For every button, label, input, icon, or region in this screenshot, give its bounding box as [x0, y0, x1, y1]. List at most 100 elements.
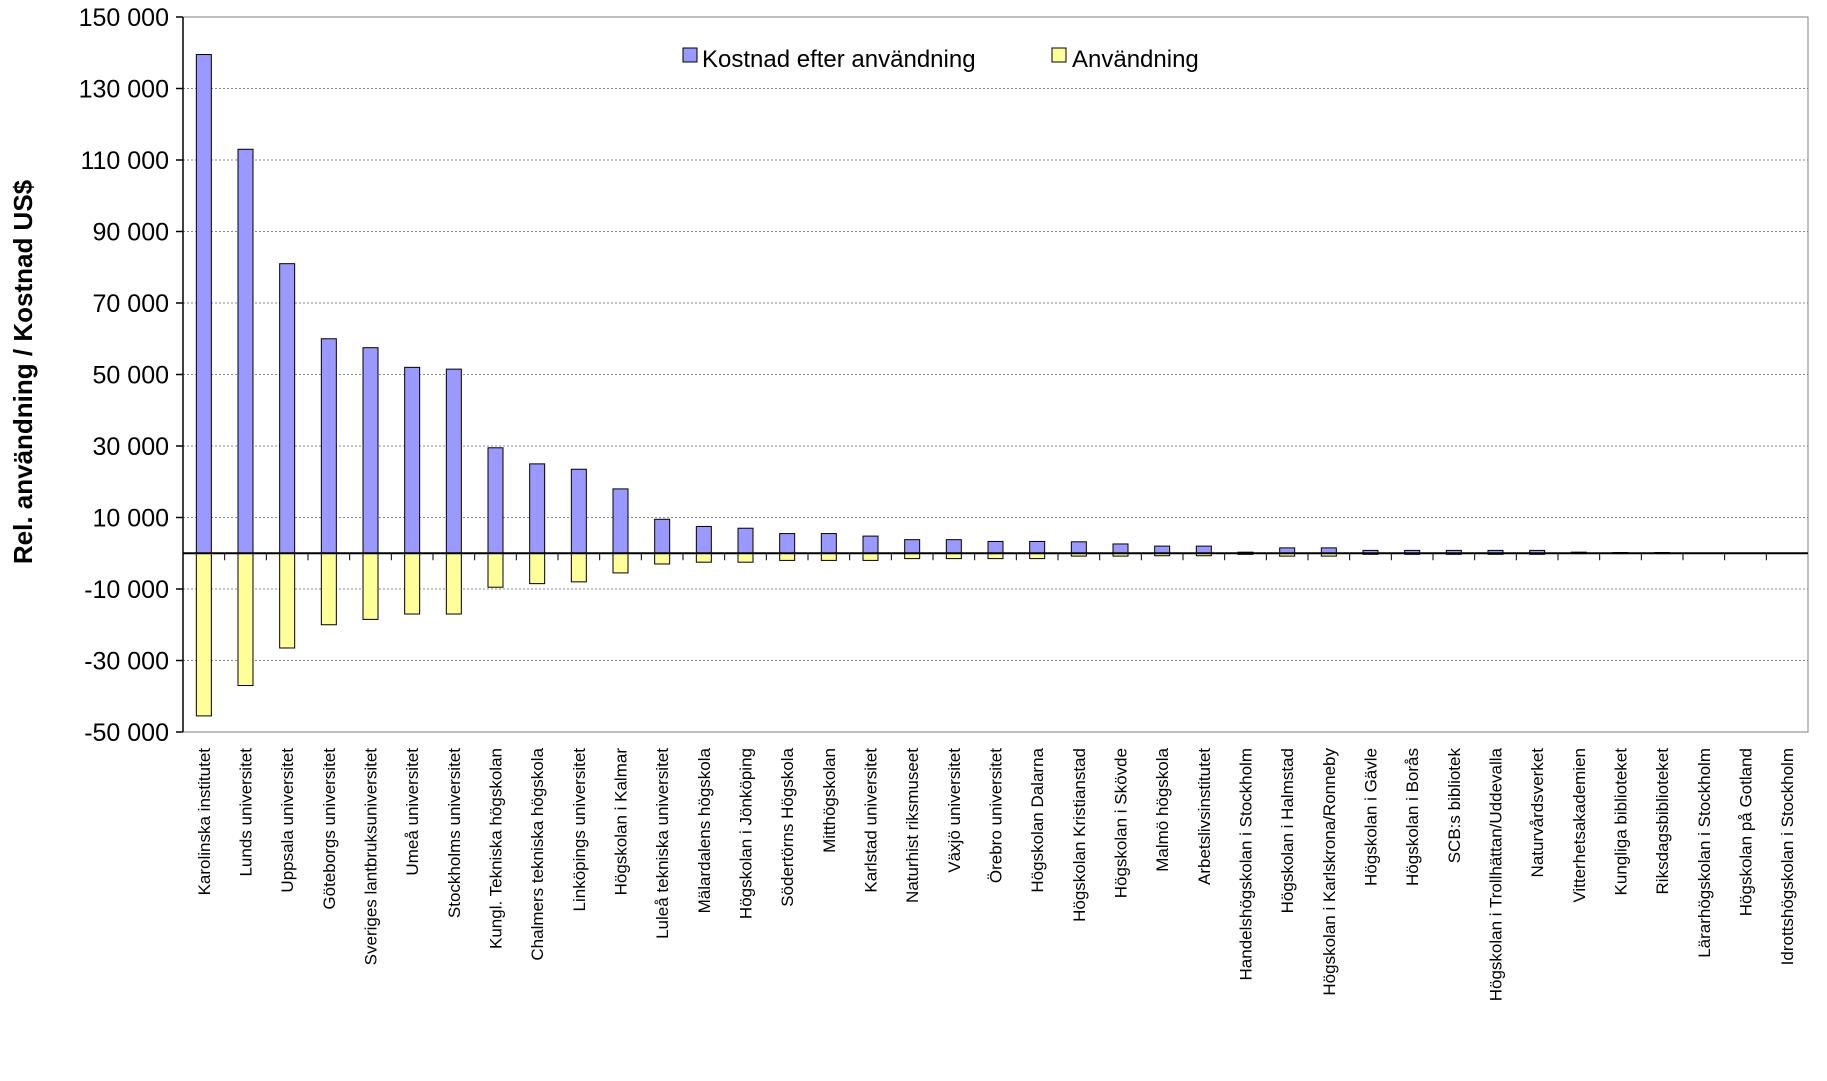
bar-anvandning	[445, 552, 462, 615]
bar-kostnad	[779, 533, 796, 554]
x-category-label: Kungl. Tekniska högskolan	[487, 748, 506, 949]
bars	[195, 54, 1671, 717]
legend-swatch-usage	[1051, 47, 1067, 63]
y-tick-label: 150 000	[79, 4, 169, 32]
y-tick-label: -30 000	[84, 648, 169, 676]
x-category-label: Högskolan Kristianstad	[1070, 748, 1089, 922]
gridlines	[183, 16, 1808, 661]
bar-kostnad	[737, 527, 754, 554]
x-category-label: Malmö högskola	[1153, 747, 1172, 871]
y-tick-label: 10 000	[93, 505, 169, 533]
x-category-label: Högskolan i Halmstad	[1278, 748, 1297, 913]
y-tick-label: 90 000	[93, 219, 169, 247]
x-category-label: Stockholms universitet	[445, 748, 464, 918]
x-category-label: Högskolan i Borås	[1403, 748, 1422, 886]
x-category-label: Växjö universitet	[945, 748, 964, 873]
x-category-label: Mälardalens högskola	[695, 747, 714, 913]
x-category-label: Naturvårdsverket	[1528, 748, 1547, 878]
y-tick-label: -10 000	[84, 576, 169, 604]
x-category-label: Lärarhögskolan i Stockholm	[1695, 748, 1714, 958]
bar-kostnad	[362, 347, 379, 554]
y-tick-label: 50 000	[93, 362, 169, 390]
bar-kostnad	[1195, 545, 1212, 554]
bar-kostnad	[237, 148, 254, 554]
x-category-label: Karlstad universitet	[862, 748, 881, 893]
x-category-label: Högskolan Dalarna	[1028, 747, 1047, 892]
bar-kostnad	[612, 488, 629, 554]
x-category-label: Högskolan i Kalmar	[612, 748, 631, 896]
x-category-label: Luleå tekniska universitet	[653, 748, 672, 939]
bar-anvandning	[362, 552, 379, 620]
bar-kostnad	[1154, 545, 1171, 554]
bar-anvandning	[404, 552, 421, 615]
bar-anvandning	[279, 552, 296, 649]
x-category-label: Karolinska institutet	[195, 748, 214, 896]
y-axis-title: Rel. användning / Kostnad US$	[8, 179, 38, 564]
bar-anvandning	[237, 552, 254, 687]
bar-anvandning	[779, 552, 796, 561]
bar-kostnad	[987, 540, 1004, 554]
x-category-label: Vitterhetsakademien	[1570, 748, 1589, 903]
bar-kostnad	[820, 533, 837, 554]
bar-anvandning	[654, 552, 671, 565]
bar-kostnad	[1112, 543, 1129, 554]
x-category-label: Södertörns Högskola	[778, 747, 797, 906]
bar-kostnad	[445, 368, 462, 554]
bar-anvandning	[820, 552, 837, 561]
y-tick-label: 70 000	[93, 290, 169, 318]
bar-kostnad	[487, 447, 504, 554]
x-category-label: Mitthögskolan	[820, 748, 839, 853]
x-category-label: Högskolan i Karlskrona/Ronneby	[1320, 748, 1339, 996]
bar-anvandning	[737, 552, 754, 563]
bar-kostnad	[195, 54, 212, 554]
x-category-label: Örebro universitet	[987, 748, 1006, 883]
x-category-label: Sveriges lantbruksuniversitet	[362, 748, 381, 966]
y-tick-label: 110 000	[80, 147, 169, 175]
x-category-label: Göteborgs universitet	[320, 748, 339, 910]
x-category-label: Naturhist riksmuseet	[903, 748, 922, 903]
bar-kostnad	[570, 468, 587, 554]
x-category-label: Arbetslivsinstitutet	[1195, 748, 1214, 885]
x-category-label: Handelshögskolan i Stockholm	[1237, 748, 1256, 980]
bar-anvandning	[570, 552, 587, 583]
bar-kostnad	[654, 518, 671, 554]
x-category-label: Chalmers tekniska högskola	[528, 747, 547, 960]
x-category-label: Riksdagsbiblioteket	[1653, 748, 1672, 895]
bar-kostnad	[1070, 541, 1087, 554]
x-category-label: Högskolan på Gotland	[1737, 748, 1756, 916]
bar-kostnad	[695, 525, 712, 554]
bar-kostnad	[904, 539, 921, 554]
x-category-label: Idrottshögskolan i Stockholm	[1778, 748, 1797, 965]
bar-anvandning	[195, 552, 212, 717]
x-category-label: Högskolan i Trollhättan/Uddevalla	[1487, 747, 1506, 1001]
bar-kostnad	[862, 535, 879, 554]
x-category-label: Högskolan i Gävle	[1362, 748, 1381, 886]
bar-anvandning	[487, 552, 504, 588]
bar-kostnad	[320, 338, 337, 554]
bar-anvandning	[695, 552, 712, 563]
bar-anvandning	[529, 552, 546, 585]
x-category-label: Högskolan i Jönköping	[737, 748, 756, 919]
bar-anvandning	[320, 552, 337, 626]
x-category-label: Lunds universitet	[237, 748, 256, 877]
x-category-label: Linköpings universitet	[570, 748, 589, 912]
x-category-label: Uppsala universitet	[278, 748, 297, 893]
y-tick-label: -50 000	[84, 719, 169, 747]
bar-kostnad	[1029, 540, 1046, 554]
x-category-label: Högskolan i Skövde	[1112, 748, 1131, 898]
bar-kostnad	[404, 366, 421, 554]
x-category-label: Umeå universitet	[403, 748, 422, 876]
y-tick-labels: 150 000 130 000 110 000 90 000 70 000 50 000 3…	[79, 4, 169, 747]
bar-kostnad	[529, 463, 546, 554]
legend: Kostnad efter användning Användning	[682, 46, 1199, 73]
bar-kostnad	[945, 539, 962, 554]
bar-kostnad	[279, 263, 296, 554]
x-category-labels: Karolinska institutet Lunds universitet Up…	[195, 747, 1797, 1001]
x-category-label: SCB:s bibliotek	[1445, 748, 1464, 864]
legend-label-cost: Kostnad efter användning	[702, 46, 976, 73]
legend-label-usage: Användning	[1072, 46, 1199, 73]
bar-anvandning	[862, 552, 879, 561]
axes	[176, 16, 1809, 733]
bar-anvandning	[612, 552, 629, 574]
